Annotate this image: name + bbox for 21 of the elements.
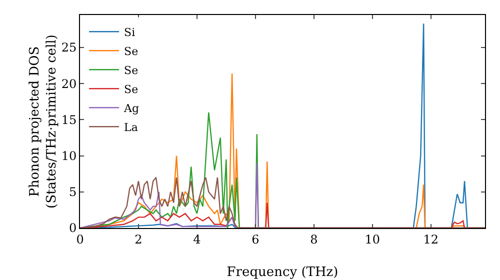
x-tick-label: 10: [364, 232, 380, 246]
legend-label: Ag: [123, 102, 140, 115]
y-tick-label: 15: [61, 112, 77, 127]
y-axis-title: Phonon projected DOS (States/THz·primitive cell): [27, 34, 60, 209]
legend-label: Se: [124, 44, 138, 58]
x-axis-title: Frequency (THz): [226, 265, 338, 280]
x-tick-label: 12: [423, 232, 439, 246]
legend-label: Se: [124, 64, 138, 77]
legend-label: Se: [124, 82, 138, 96]
x-tick-label: 4: [193, 232, 202, 246]
y-tick-label: 10: [61, 149, 77, 163]
legend-label: La: [124, 120, 138, 134]
y-tick-label: 25: [61, 40, 77, 55]
legend-label: Si: [124, 26, 136, 39]
x-tick-label: 6: [252, 232, 260, 246]
line-series: [80, 176, 485, 228]
x-tick-label: 2: [134, 232, 142, 246]
x-tick-label: 8: [310, 232, 318, 246]
y-tick-label: 5: [68, 185, 77, 200]
y-tick-label: 0: [68, 221, 77, 236]
y-tick-label: 20: [61, 76, 77, 91]
